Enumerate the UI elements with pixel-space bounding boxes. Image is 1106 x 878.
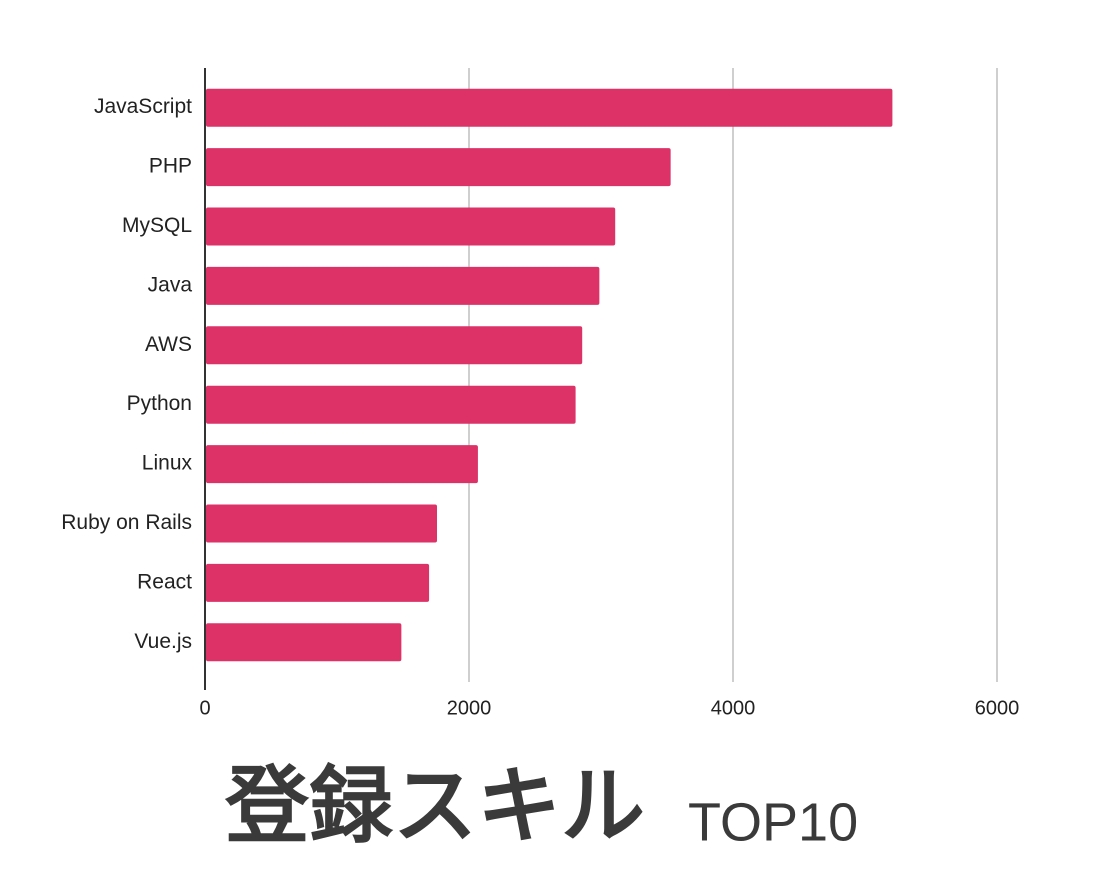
x-tick-label: 4000 xyxy=(711,697,756,719)
bar xyxy=(206,148,671,187)
bar xyxy=(206,88,893,127)
bar xyxy=(206,266,600,305)
bar xyxy=(206,623,402,662)
y-tick-label: Python xyxy=(127,392,192,415)
y-tick-label: PHP xyxy=(149,155,192,178)
bar xyxy=(206,563,430,602)
y-tick-label: MySQL xyxy=(122,214,192,237)
x-tick-label: 2000 xyxy=(447,697,492,719)
bar xyxy=(206,326,583,365)
chart-subtitle: TOP10 xyxy=(688,792,858,852)
y-tick-label: JavaScript xyxy=(94,95,192,118)
x-tick-label: 0 xyxy=(199,697,210,719)
x-tick-label: 6000 xyxy=(975,697,1020,719)
y-tick-label: Java xyxy=(148,273,193,296)
chart-title: 登録スキル xyxy=(224,757,645,855)
y-tick-label: Vue.js xyxy=(134,630,192,653)
y-tick-label: Ruby on Rails xyxy=(61,511,192,534)
bar xyxy=(206,207,616,246)
y-tick-label: AWS xyxy=(145,333,192,356)
y-tick-label: Linux xyxy=(142,452,193,475)
bar xyxy=(206,504,437,543)
bar xyxy=(206,385,576,424)
bar xyxy=(206,445,478,484)
y-tick-label: React xyxy=(137,570,192,593)
